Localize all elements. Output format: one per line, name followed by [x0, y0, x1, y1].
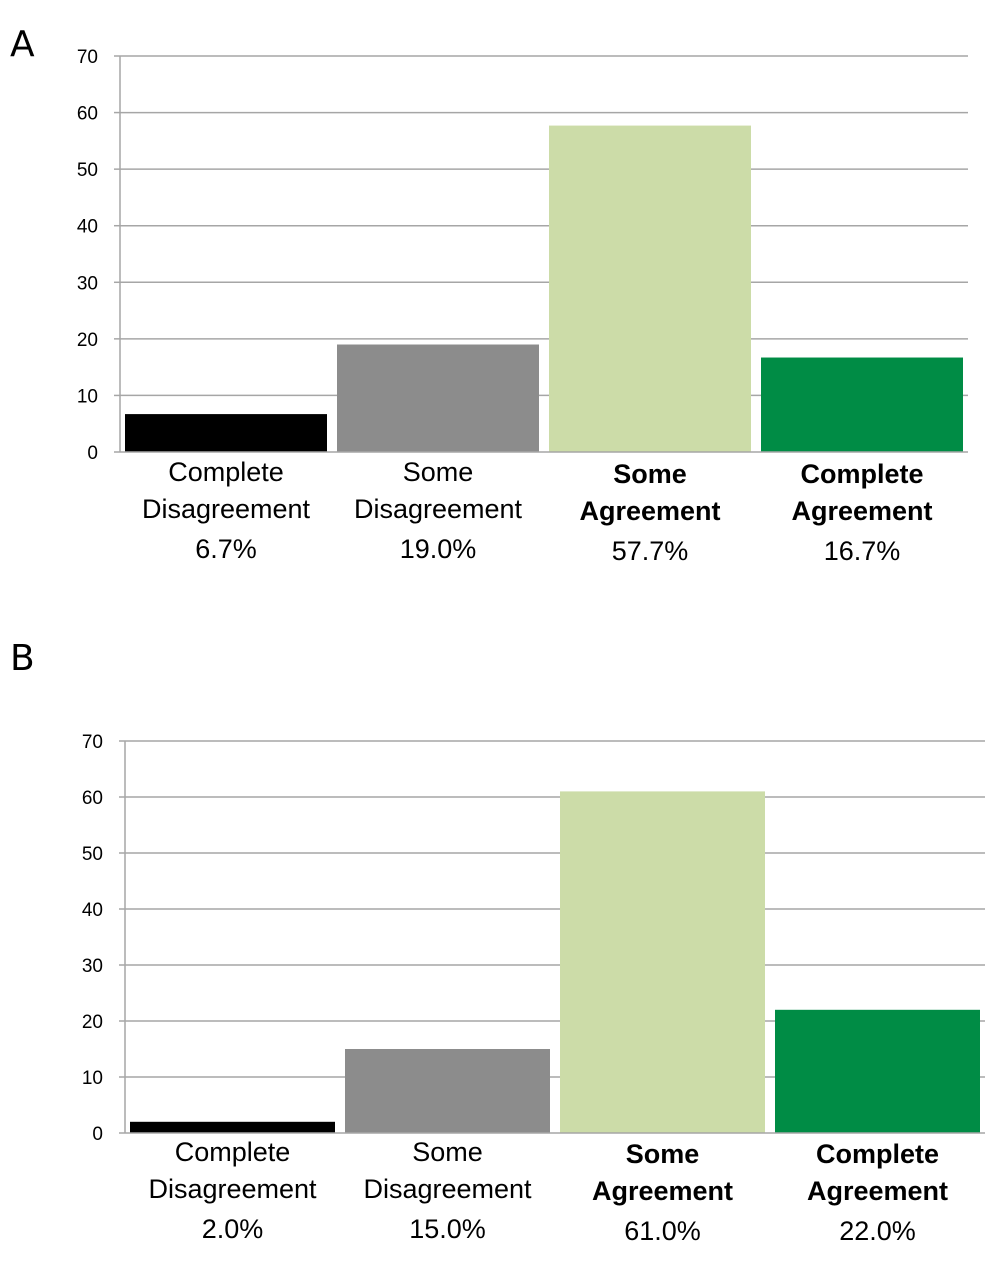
y-tick-label: 20	[77, 330, 98, 351]
y-tick-label: 10	[82, 1068, 103, 1089]
y-tick-label: 70	[82, 732, 103, 753]
bar	[775, 1009, 980, 1133]
category-label-line1: Some	[412, 1137, 483, 1167]
category-label-line2: Agreement	[791, 496, 932, 526]
percent-label: 22.0%	[839, 1216, 916, 1246]
percent-label: 16.7%	[824, 536, 901, 566]
y-tick-label: 0	[87, 443, 98, 464]
panel-label-b: B	[10, 638, 35, 679]
percent-label: 6.7%	[195, 534, 257, 564]
y-tick-label: 0	[92, 1124, 103, 1145]
bar	[337, 344, 539, 452]
bar	[130, 1121, 335, 1133]
category-label-line2: Agreement	[579, 496, 720, 526]
category-label-line2: Disagreement	[354, 494, 523, 524]
category-label-line1: Some	[613, 459, 687, 489]
category-label-line2: Disagreement	[142, 494, 311, 524]
panel-label-a: A	[10, 24, 35, 65]
percent-label: 61.0%	[624, 1216, 701, 1246]
y-tick-label: 70	[77, 47, 98, 68]
category-label-line2: Agreement	[592, 1176, 733, 1206]
category-label-line1: Some	[403, 457, 474, 487]
percent-label: 19.0%	[400, 534, 477, 564]
chart-a: 0 10 20 30 40 50 60 70 Complete Disagreement 6.7% S…	[77, 47, 968, 566]
bar	[560, 791, 765, 1133]
category-label-line2: Agreement	[807, 1176, 948, 1206]
bar	[761, 357, 963, 452]
y-tick-label: 60	[77, 104, 98, 125]
y-tick-label: 50	[77, 160, 98, 181]
category-label-line1: Complete	[816, 1139, 939, 1169]
y-tick-label: 50	[82, 844, 103, 865]
y-tick-label: 40	[82, 900, 103, 921]
category-label-line1: Complete	[800, 459, 923, 489]
percent-label: 15.0%	[409, 1214, 486, 1244]
y-tick-label: 60	[82, 788, 103, 809]
bar	[345, 1049, 550, 1133]
y-tick-label: 30	[77, 273, 98, 294]
y-tick-label: 20	[82, 1012, 103, 1033]
chart-b: 0 10 20 30 40 50 60 70 Complete Disagreement 2.0% S…	[82, 732, 985, 1246]
bar	[549, 125, 751, 452]
percent-label: 57.7%	[612, 536, 689, 566]
category-label-line2: Disagreement	[148, 1174, 317, 1204]
y-tick-label: 30	[82, 956, 103, 977]
percent-label: 2.0%	[202, 1214, 264, 1244]
category-label-line1: Complete	[168, 457, 284, 487]
category-label-line1: Complete	[175, 1137, 291, 1167]
category-label-line1: Some	[626, 1139, 700, 1169]
y-tick-label: 10	[77, 386, 98, 407]
y-tick-label: 40	[77, 217, 98, 238]
bar	[125, 414, 327, 452]
category-label-line2: Disagreement	[363, 1174, 532, 1204]
